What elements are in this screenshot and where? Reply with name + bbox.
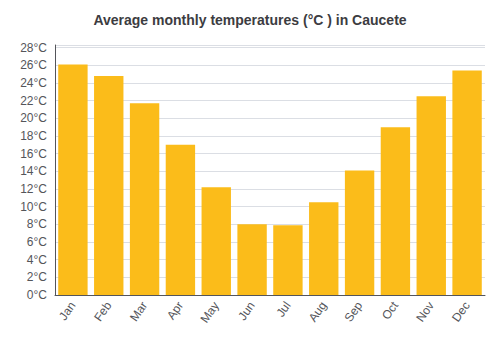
svg-text:18°C: 18°C	[20, 129, 47, 143]
svg-text:Jan: Jan	[56, 299, 79, 323]
svg-text:Sep: Sep	[342, 299, 366, 325]
svg-text:8°C: 8°C	[27, 217, 47, 231]
svg-text:2°C: 2°C	[27, 270, 47, 284]
svg-text:Dec: Dec	[449, 299, 473, 325]
svg-text:Average monthly temperatures (: Average monthly temperatures (°C ) in Ca…	[93, 12, 406, 28]
svg-text:14°C: 14°C	[20, 164, 47, 178]
svg-text:Aug: Aug	[306, 299, 330, 325]
svg-text:22°C: 22°C	[20, 94, 47, 108]
svg-text:28°C: 28°C	[20, 41, 47, 55]
svg-text:6°C: 6°C	[27, 235, 47, 249]
svg-text:Nov: Nov	[413, 299, 437, 325]
svg-text:Mar: Mar	[127, 299, 150, 324]
svg-text:May: May	[198, 299, 222, 326]
svg-text:26°C: 26°C	[20, 58, 47, 72]
svg-text:Jul: Jul	[273, 299, 293, 320]
svg-text:Apr: Apr	[164, 299, 186, 322]
svg-text:10°C: 10°C	[20, 200, 47, 214]
svg-text:24°C: 24°C	[20, 76, 47, 90]
svg-text:Feb: Feb	[91, 299, 115, 324]
svg-text:12°C: 12°C	[20, 182, 47, 196]
svg-text:0°C: 0°C	[27, 288, 47, 302]
svg-text:Jun: Jun	[235, 299, 258, 323]
svg-text:20°C: 20°C	[20, 111, 47, 125]
svg-text:16°C: 16°C	[20, 147, 47, 161]
svg-text:4°C: 4°C	[27, 253, 47, 267]
svg-text:Oct: Oct	[379, 298, 402, 322]
